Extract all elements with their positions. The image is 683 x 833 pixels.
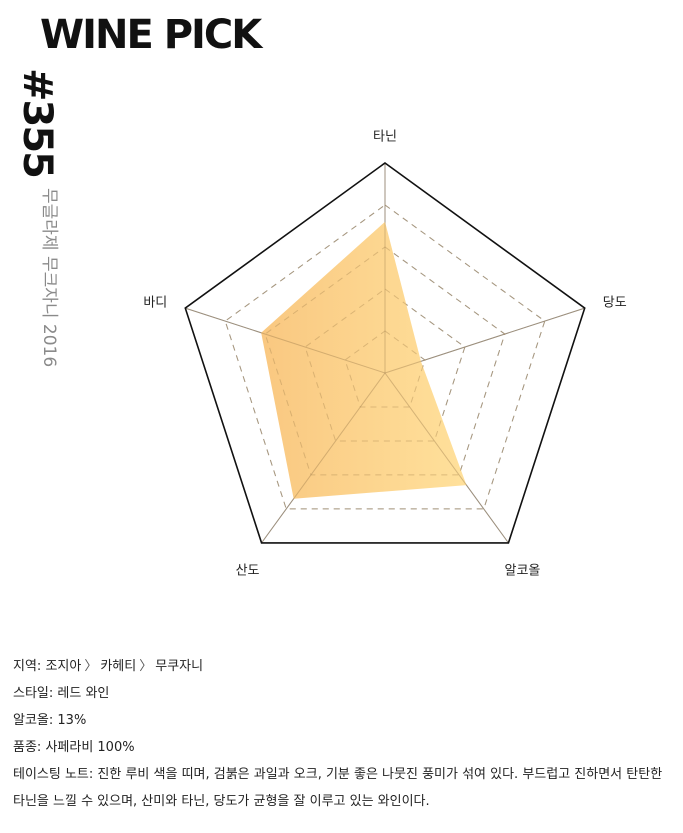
- radar-data: [185, 163, 584, 543]
- info-grape: 품종: 사페라비 100%: [13, 734, 673, 761]
- info-alcohol: 알코올: 13%: [13, 707, 673, 734]
- region-sub: 무쿠자니: [155, 659, 203, 674]
- style-label: 스타일:: [13, 686, 57, 701]
- note-text: 진한 루비 색을 띠며, 검붉은 과일과 오크, 기분 좋은 나뭇진 풍미가 섞…: [13, 767, 662, 809]
- region-country: 조지아: [45, 659, 81, 674]
- info-style: 스타일: 레드 와인: [13, 680, 673, 707]
- radar-axis-label-1: 당도: [603, 296, 627, 311]
- wine-info: 지역: 조지아 〉 카헤티 〉 무쿠자니 스타일: 레드 와인 알코올: 13% 품종:…: [13, 653, 673, 815]
- radar-axis-label-4: 바디: [143, 296, 167, 311]
- region-separator: 〉: [139, 659, 152, 674]
- radar-axis-label-3: 산도: [236, 563, 260, 578]
- alcohol-label: 알코올:: [13, 713, 57, 728]
- grape-label: 품종:: [13, 740, 45, 755]
- info-tasting-note: 테이스팅 노트: 진한 루비 색을 띠며, 검붉은 과일과 오크, 기분 좋은 …: [13, 761, 673, 815]
- radar-axis-label-0: 타닌: [373, 130, 397, 145]
- radar-data-area: [261, 222, 466, 499]
- grape-value: 사페라비 100%: [45, 740, 134, 755]
- note-label: 테이스팅 노트:: [13, 767, 97, 782]
- region-area: 카헤티: [100, 659, 136, 674]
- region-label: 지역:: [13, 659, 45, 674]
- radar-axis-label-2: 알코올: [504, 563, 540, 578]
- style-value: 레드 와인: [57, 686, 109, 701]
- info-region: 지역: 조지아 〉 카헤티 〉 무쿠자니: [13, 653, 673, 680]
- region-separator: 〉: [84, 659, 97, 674]
- alcohol-value: 13%: [57, 713, 86, 728]
